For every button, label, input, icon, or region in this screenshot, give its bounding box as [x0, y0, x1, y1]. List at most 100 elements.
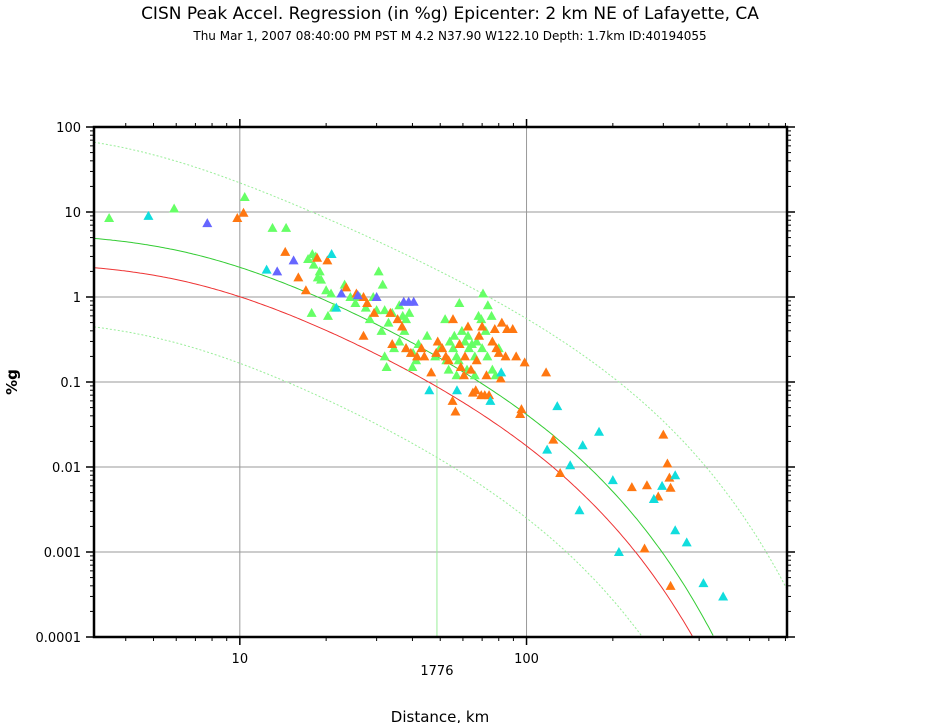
data-point-orange [541, 367, 552, 377]
x-tick-label: 10 [232, 652, 249, 667]
data-point-green [487, 364, 498, 374]
y-tick-label: 100 [56, 121, 81, 136]
data-point-green [443, 364, 454, 374]
data-point-green [377, 279, 388, 289]
data-point-blue [352, 290, 363, 300]
data-point-green [381, 362, 392, 372]
data-point-orange [458, 370, 469, 380]
y-tick-label: 1 [73, 291, 81, 306]
data-point-green [316, 274, 327, 284]
grid-lines [94, 126, 787, 638]
data-point-orange [515, 409, 526, 419]
y-tick-label: 0.1 [60, 376, 81, 391]
data-point-orange [401, 343, 412, 353]
upper-bound-line [93, 141, 788, 590]
data-point-orange [454, 338, 465, 348]
data-point-orange [470, 385, 481, 395]
data-point-orange [496, 317, 507, 327]
annotation-label: 1776 [420, 664, 453, 679]
data-point-green [239, 192, 250, 202]
data-point-cyan [607, 475, 618, 485]
regression-line-red [93, 267, 693, 637]
chart-title: CISN Peak Accel. Regression (in %g) Epic… [141, 4, 759, 24]
data-point-green [303, 253, 314, 263]
data-point-orange [664, 472, 675, 482]
data-point-orange [665, 580, 676, 590]
data-point-green [469, 370, 480, 380]
data-point-green [456, 325, 467, 335]
data-point-orange [416, 343, 427, 353]
data-point-cyan [718, 591, 729, 601]
data-point-green [379, 305, 390, 315]
data-point-cyan [424, 385, 435, 395]
data-point-orange [471, 355, 482, 365]
data-point-green [350, 297, 361, 307]
data-point-cyan [542, 444, 553, 454]
data-point-orange [412, 351, 423, 361]
data-point-green [463, 330, 474, 340]
data-point-blue [288, 255, 299, 265]
data-point-orange [312, 252, 323, 262]
data-point-green [459, 336, 470, 346]
data-point-cyan [670, 525, 681, 535]
data-point-orange [405, 347, 416, 357]
data-point-green [482, 300, 493, 310]
data-point-orange [238, 207, 249, 217]
data-point-orange [495, 373, 506, 383]
data-point-orange [387, 338, 398, 348]
data-point-green [364, 314, 375, 324]
data-point-blue [202, 218, 213, 228]
data-point-orange [519, 357, 530, 367]
data-point-orange [639, 543, 650, 553]
data-point-green [306, 307, 317, 317]
axis-ticks: 100 10 1 0.1 0.01 0.001 0.0001 10 100 [36, 119, 795, 667]
data-point-green [322, 310, 333, 320]
data-point-blue [336, 288, 347, 298]
data-point-orange [465, 364, 476, 374]
data-point-cyan [565, 460, 576, 470]
regression-curves [93, 141, 788, 637]
x-tick-label: 100 [514, 652, 539, 667]
data-point-green [281, 222, 292, 232]
data-point-cyan [577, 440, 588, 450]
data-point-green [478, 288, 489, 298]
data-point-green [454, 297, 465, 307]
data-point-orange [419, 351, 430, 361]
data-point-blue [371, 292, 382, 301]
data-point-cyan [496, 367, 507, 377]
data-point-cyan [670, 470, 681, 480]
data-point-orange [459, 351, 470, 361]
data-point-cyan [326, 249, 337, 259]
data-point-green [404, 307, 415, 317]
data-point-green [376, 325, 387, 335]
data-point-orange [358, 330, 369, 340]
data-point-cyan [261, 264, 272, 274]
data-point-green [476, 314, 487, 324]
data-point-orange [474, 330, 485, 340]
data-point-cyan [657, 480, 668, 490]
data-point-orange [507, 324, 518, 334]
data-point-orange [548, 434, 559, 444]
data-point-orange [426, 367, 437, 377]
data-point-cyan [574, 505, 585, 515]
data-point-orange [369, 307, 380, 317]
data-point-green [477, 343, 488, 353]
data-point-green [314, 266, 325, 276]
y-axis-label: %g [3, 369, 21, 395]
data-point-orange [280, 246, 291, 256]
data-point-green [401, 314, 412, 324]
data-point-orange [322, 255, 333, 265]
data-point-green [486, 310, 497, 320]
data-point-green [345, 292, 356, 301]
lower-bound-line [93, 326, 642, 637]
data-point-orange [481, 370, 492, 380]
data-point-orange [493, 347, 504, 357]
data-point-green [444, 336, 455, 346]
data-point-green [169, 203, 180, 213]
data-point-cyan [552, 401, 563, 411]
data-point-green [482, 351, 493, 361]
data-point-orange [447, 395, 458, 405]
data-point-cyan [613, 547, 624, 556]
data-point-orange [437, 343, 448, 353]
